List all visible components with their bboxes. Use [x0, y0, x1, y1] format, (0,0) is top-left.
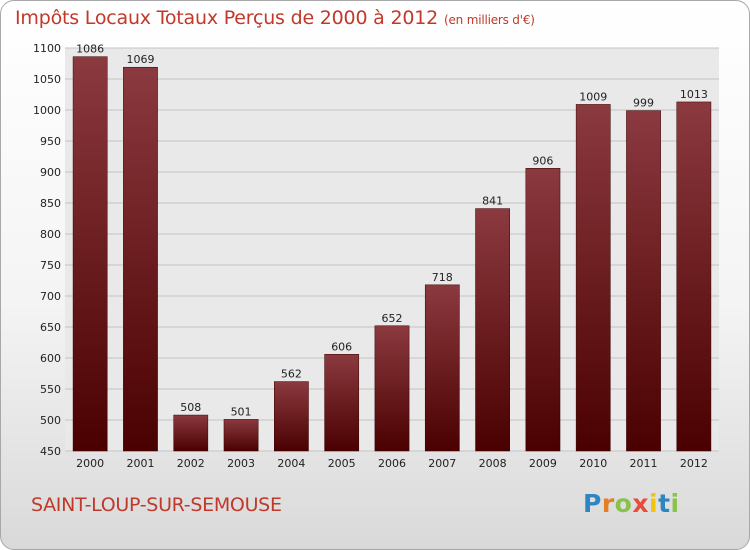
bar-2010: [575, 104, 611, 452]
y-tick-label: 600: [40, 352, 61, 365]
y-tick-label: 750: [40, 259, 61, 272]
y-tick-label: 700: [40, 290, 61, 303]
chart-title: Impôts Locaux Totaux Perçus de 2000 à 20…: [15, 7, 535, 29]
data-label-2007: 718: [432, 271, 453, 284]
x-tick-label-2005: 2005: [328, 457, 356, 470]
data-label-2009: 906: [532, 154, 553, 167]
x-tick-label-2011: 2011: [630, 457, 658, 470]
y-tick-label: 500: [40, 414, 61, 427]
x-tick-label-2000: 2000: [76, 457, 104, 470]
y-axis-labels: 450 500 550 600 650 700 750 800 850 900 950 1000 105…: [33, 42, 61, 458]
x-tick-label-2001: 2001: [126, 457, 154, 470]
x-tick-label-2003: 2003: [227, 457, 255, 470]
data-label-2006: 652: [382, 312, 403, 325]
bar-2008: [475, 208, 510, 452]
bars: [72, 56, 712, 452]
bar-2000: [72, 56, 108, 452]
data-label-2003: 501: [231, 405, 252, 418]
y-tick-label: 1000: [33, 104, 61, 117]
data-label-2004: 562: [281, 368, 302, 381]
data-label-2002: 508: [180, 401, 201, 414]
logo-letter: r: [601, 489, 615, 518]
bar-2006: [374, 325, 410, 452]
x-tick-label-2006: 2006: [378, 457, 406, 470]
proxiti-logo[interactable]: Proxiti: [583, 489, 680, 518]
x-axis-labels: 2000 2001 2002 2003 2004 2005 2006 2007 2008 2009…: [76, 457, 708, 470]
x-tick-label-2002: 2002: [177, 457, 205, 470]
bar-2002: [173, 414, 209, 452]
logo-letter: x: [632, 489, 649, 518]
x-tick-label-2008: 2008: [479, 457, 507, 470]
x-tick-label-2010: 2010: [579, 457, 607, 470]
y-tick-label: 450: [40, 445, 61, 458]
y-tick-label: 850: [40, 197, 61, 210]
bar-2011: [626, 110, 661, 452]
chart-subtitle: (en milliers d'€): [444, 13, 535, 27]
data-label-2000: 1086: [76, 43, 104, 56]
chart-title-text: Impôts Locaux Totaux Perçus de 2000 à 20…: [15, 7, 439, 29]
y-tick-label: 800: [40, 228, 61, 241]
logo-letter: o: [614, 489, 633, 518]
bar-2005: [324, 354, 360, 452]
x-tick-label-2004: 2004: [277, 457, 305, 470]
bar-2004: [274, 381, 309, 452]
data-label-2005: 606: [331, 340, 352, 353]
y-tick-label: 1100: [33, 42, 61, 55]
logo-letter: t: [658, 489, 671, 518]
y-tick-label: 900: [40, 166, 61, 179]
logo-letter: P: [583, 489, 602, 518]
data-label-2012: 1013: [680, 88, 708, 101]
y-tick-label: 650: [40, 321, 61, 334]
y-tick-label: 550: [40, 383, 61, 396]
x-tick-label-2007: 2007: [428, 457, 456, 470]
bar-2003: [223, 419, 259, 452]
bar-2001: [123, 66, 158, 452]
x-tick-label-2012: 2012: [680, 457, 708, 470]
data-labels: 1086 1069 508 501 562 606 652 718 841 906 1009 999 1…: [76, 43, 708, 419]
y-tick-label: 950: [40, 135, 61, 148]
bar-2007: [424, 284, 460, 452]
logo-letter: i: [649, 489, 659, 518]
x-tick-label-2009: 2009: [529, 457, 557, 470]
data-label-2001: 1069: [126, 53, 154, 66]
bar-2012: [676, 101, 712, 452]
data-label-2008: 841: [482, 195, 503, 208]
data-label-2011: 999: [633, 97, 654, 110]
commune-name: SAINT-LOUP-SUR-SEMOUSE: [31, 494, 282, 516]
data-label-2010: 1009: [579, 90, 607, 103]
bar-2009: [525, 168, 561, 452]
logo-letter: i: [670, 489, 680, 518]
y-tick-label: 1050: [33, 73, 61, 86]
